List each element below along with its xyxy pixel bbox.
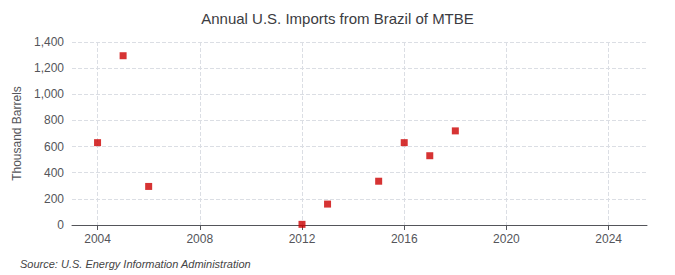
svg-text:200: 200 bbox=[44, 192, 64, 206]
svg-text:2024: 2024 bbox=[595, 232, 622, 246]
svg-text:2008: 2008 bbox=[186, 232, 213, 246]
svg-text:0: 0 bbox=[57, 218, 64, 232]
svg-text:1,000: 1,000 bbox=[34, 87, 64, 101]
svg-text:2020: 2020 bbox=[493, 232, 520, 246]
svg-text:800: 800 bbox=[44, 113, 64, 127]
svg-text:Annual U.S. Imports from Brazi: Annual U.S. Imports from Brazil of MTBE bbox=[201, 10, 474, 27]
svg-text:2004: 2004 bbox=[84, 232, 111, 246]
svg-text:600: 600 bbox=[44, 140, 64, 154]
svg-text:1,400: 1,400 bbox=[34, 35, 64, 49]
svg-text:Source: U.S. Energy Informatio: Source: U.S. Energy Information Administ… bbox=[20, 258, 251, 270]
svg-text:Thousand Barrels: Thousand Barrels bbox=[10, 86, 24, 181]
svg-text:2016: 2016 bbox=[391, 232, 418, 246]
svg-text:1,200: 1,200 bbox=[34, 61, 64, 75]
svg-text:2012: 2012 bbox=[289, 232, 316, 246]
svg-text:400: 400 bbox=[44, 166, 64, 180]
